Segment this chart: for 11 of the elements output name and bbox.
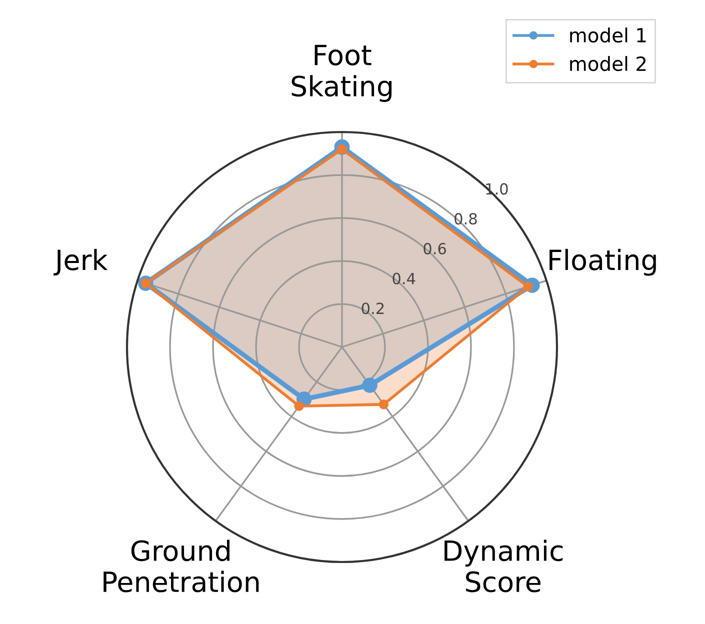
y-tick-label: 0.6 bbox=[424, 242, 446, 254]
y-tick-label: 0.2 bbox=[362, 302, 384, 314]
legend-label: model 2 bbox=[570, 56, 646, 72]
spoke-label: Foot Skating bbox=[292, 44, 392, 102]
legend-label: model 1 bbox=[570, 28, 646, 43]
spoke-label: Floating bbox=[550, 248, 656, 276]
spoke-label: Jerk bbox=[54, 248, 108, 276]
spoke-label: Ground Penetration bbox=[104, 540, 259, 592]
spoke-label: Dynamic Score bbox=[444, 540, 563, 592]
y-tick-label: 0.8 bbox=[454, 213, 477, 225]
y-tick-label: 0.4 bbox=[392, 272, 416, 284]
